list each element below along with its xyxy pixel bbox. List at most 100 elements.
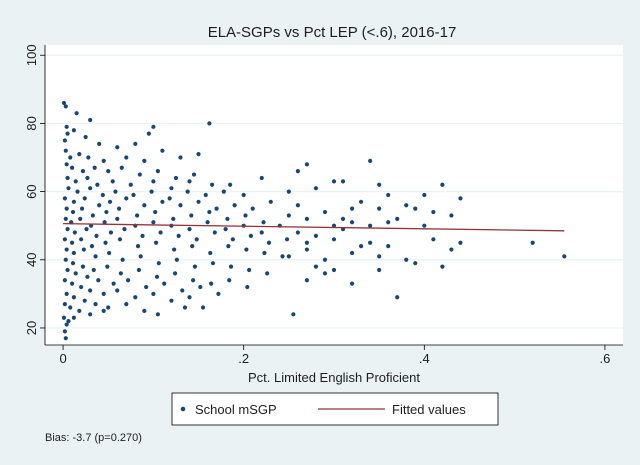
data-point xyxy=(265,271,270,276)
data-point xyxy=(128,182,133,187)
data-point xyxy=(69,281,75,286)
data-point xyxy=(153,240,159,245)
data-point xyxy=(82,196,87,201)
data-point xyxy=(431,209,436,215)
data-point xyxy=(182,305,188,310)
data-point xyxy=(72,230,77,235)
data-point xyxy=(71,315,76,320)
data-point xyxy=(313,233,319,239)
data-point xyxy=(85,274,90,279)
data-point xyxy=(422,223,427,228)
data-point xyxy=(64,206,69,211)
data-point xyxy=(247,267,252,273)
data-point xyxy=(404,257,409,262)
data-point xyxy=(331,179,337,184)
fitted-line xyxy=(63,222,565,232)
chart-title: ELA-SGPs vs Pct LEP (<.6), 2016-17 xyxy=(208,24,457,41)
data-point xyxy=(192,264,198,269)
data-point xyxy=(377,182,382,187)
data-point xyxy=(62,329,67,334)
data-point xyxy=(295,169,300,174)
data-point xyxy=(65,131,70,136)
data-point xyxy=(173,175,179,181)
data-point xyxy=(169,298,174,303)
data-point xyxy=(79,206,85,211)
data-point xyxy=(80,264,86,269)
data-point xyxy=(64,162,69,167)
data-point xyxy=(349,206,355,211)
data-point xyxy=(207,209,212,215)
data-point xyxy=(69,240,75,245)
data-point xyxy=(167,196,172,201)
data-point xyxy=(73,179,78,184)
data-point xyxy=(137,172,142,177)
data-point xyxy=(82,298,87,303)
data-point xyxy=(304,216,310,221)
data-point xyxy=(66,186,71,191)
data-point xyxy=(377,206,382,211)
data-point xyxy=(169,186,174,191)
data-point xyxy=(200,305,206,310)
data-point xyxy=(136,267,142,273)
data-point xyxy=(88,312,93,317)
data-point xyxy=(94,233,99,239)
data-point xyxy=(104,209,109,215)
data-point xyxy=(386,192,391,198)
data-point xyxy=(153,209,158,215)
data-point xyxy=(228,182,233,187)
data-point xyxy=(101,291,106,296)
data-point xyxy=(377,267,382,273)
data-point xyxy=(77,308,82,314)
data-point xyxy=(62,278,67,283)
data-point xyxy=(151,291,156,296)
bias-annotation: Bias: -3.7 (p=0.270) xyxy=(45,432,142,444)
data-point xyxy=(196,151,201,157)
data-point xyxy=(64,322,69,327)
legend-label-fitted-values: Fitted values xyxy=(392,402,466,417)
data-point xyxy=(124,196,129,201)
data-point xyxy=(198,284,203,290)
data-point xyxy=(108,230,114,235)
data-point xyxy=(93,301,98,307)
data-point xyxy=(259,175,264,181)
data-point xyxy=(291,312,296,317)
data-point xyxy=(262,250,267,256)
data-point xyxy=(107,250,112,256)
data-point xyxy=(368,158,373,164)
data-point xyxy=(223,226,228,232)
data-point xyxy=(71,250,76,256)
scatter-points xyxy=(61,100,567,341)
data-point xyxy=(230,237,235,242)
data-point xyxy=(62,196,67,201)
data-point xyxy=(227,278,232,283)
data-point xyxy=(194,237,199,242)
data-point xyxy=(78,216,83,221)
data-point xyxy=(66,319,71,324)
data-point xyxy=(185,189,190,194)
data-point xyxy=(71,295,76,300)
data-point xyxy=(138,254,143,259)
data-point xyxy=(142,203,147,208)
data-point xyxy=(404,203,409,208)
data-point xyxy=(95,182,100,187)
data-point xyxy=(431,237,436,242)
data-point xyxy=(286,254,291,259)
data-point xyxy=(313,264,319,269)
data-point xyxy=(187,295,192,300)
data-point xyxy=(226,244,231,249)
data-point xyxy=(349,220,355,225)
data-point xyxy=(100,192,105,198)
data-point xyxy=(102,220,107,225)
x-tick-label: .4 xyxy=(419,351,430,366)
data-point xyxy=(75,189,80,194)
data-point xyxy=(120,257,125,262)
data-point xyxy=(458,196,463,201)
data-point xyxy=(280,254,285,259)
data-point xyxy=(210,261,216,266)
data-point xyxy=(178,203,183,208)
data-point xyxy=(71,199,76,204)
data-point xyxy=(62,237,67,242)
data-point xyxy=(349,281,355,286)
data-point xyxy=(245,284,250,290)
